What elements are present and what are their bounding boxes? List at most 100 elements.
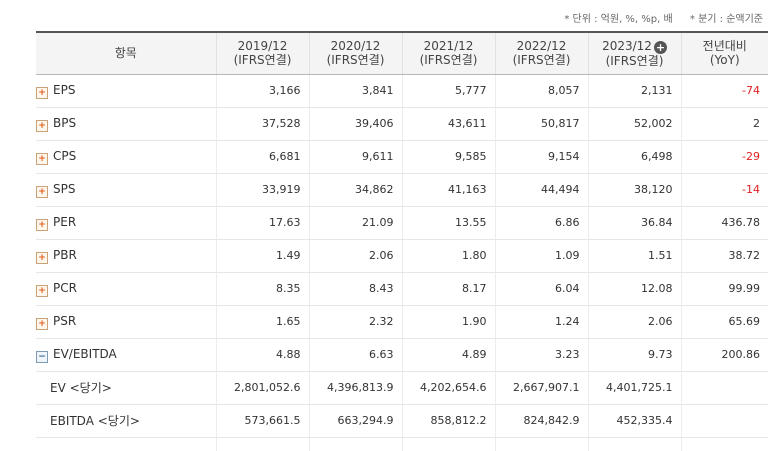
row-label[interactable]: + PBR <box>36 239 216 273</box>
row-label-text: EBITDA <당기> <box>50 414 140 428</box>
value-cell: 17.63 <box>215 206 309 240</box>
value-cell: 6.04 <box>494 272 588 306</box>
table-row: + PCR 8.35 8.43 8.17 6.04 12.08 99.99 <box>36 272 768 306</box>
row-label-text: PCR <box>53 280 77 295</box>
header-year-2022: 2022/12 (IFRS연결) <box>494 31 588 75</box>
value-cell: 21.09 <box>308 206 402 240</box>
row-label[interactable]: + PCR <box>36 272 216 306</box>
yoy-cell: -29 <box>680 140 768 174</box>
value-cell: 9.73 <box>587 338 681 372</box>
expand-icon[interactable]: + <box>36 119 48 132</box>
header-year-2023: 2023/12 + (IFRS연결) <box>587 31 681 75</box>
yoy-cell: 65.69 <box>680 305 768 339</box>
yoy-cell <box>680 404 768 438</box>
yoy-cell: 38.72 <box>680 239 768 273</box>
value-cell: 37,528 <box>215 107 309 141</box>
value-cell: 9,611 <box>308 140 402 174</box>
table-row: + CPS 6,681 9,611 9,585 9,154 6,498 -29 <box>36 140 768 174</box>
yoy-cell: -74 <box>680 74 768 108</box>
row-label[interactable]: + EPS <box>36 74 216 108</box>
yoy-cell: -14 <box>680 173 768 207</box>
value-cell: 858,812.2 <box>401 404 495 438</box>
value-cell: 4,401,725.1 <box>587 371 681 405</box>
header-year-2019: 2019/12 (IFRS연결) <box>215 31 309 75</box>
header-yoy: 전년대비 (YoY) <box>680 31 768 75</box>
expand-icon[interactable]: + <box>36 317 48 330</box>
row-label[interactable]: − EV/EBITDA <box>36 338 216 372</box>
empty-cell <box>587 437 681 451</box>
collapse-icon[interactable]: − <box>36 350 48 363</box>
value-cell: 1.80 <box>401 239 495 273</box>
empty-cell <box>308 437 402 451</box>
value-cell: 41,163 <box>401 173 495 207</box>
value-cell: 36.84 <box>587 206 681 240</box>
unit-note: * 단위 : 억원, %, %p, 배 * 분기 : 순액기준 <box>550 10 763 25</box>
table-row: + PER 17.63 21.09 13.55 6.86 36.84 436.78 <box>36 206 768 240</box>
header-year-2020: 2020/12 (IFRS연결) <box>308 31 402 75</box>
value-cell: 8.17 <box>401 272 495 306</box>
empty-cell <box>494 437 588 451</box>
value-cell: 1.51 <box>587 239 681 273</box>
value-cell: 4,396,813.9 <box>308 371 402 405</box>
yoy-cell: 99.99 <box>680 272 768 306</box>
table-header-row: 항목 2019/12 (IFRS연결) 2020/12 (IFRS연결) 202… <box>36 31 768 75</box>
value-cell: 663,294.9 <box>308 404 402 438</box>
value-cell: 50,817 <box>494 107 588 141</box>
financial-ratio-table: 항목 2019/12 (IFRS연결) 2020/12 (IFRS연결) 202… <box>36 31 768 451</box>
value-cell: 8.35 <box>215 272 309 306</box>
value-cell: 43,611 <box>401 107 495 141</box>
value-cell: 2.32 <box>308 305 402 339</box>
row-label[interactable]: + CPS <box>36 140 216 174</box>
row-label: EV <당기> <box>36 371 216 405</box>
value-cell: 1.49 <box>215 239 309 273</box>
row-label-text: EV <당기> <box>50 381 112 395</box>
row-label: EBITDA <당기> <box>36 404 216 438</box>
value-cell: 3,166 <box>215 74 309 108</box>
value-cell: 4,202,654.6 <box>401 371 495 405</box>
yoy-cell: 436.78 <box>680 206 768 240</box>
value-cell: 34,862 <box>308 173 402 207</box>
yoy-cell: 2 <box>680 107 768 141</box>
row-label[interactable]: + SPS <box>36 173 216 207</box>
value-cell: 12.08 <box>587 272 681 306</box>
row-label[interactable]: + PSR <box>36 305 216 339</box>
value-cell: 39,406 <box>308 107 402 141</box>
value-cell: 1.90 <box>401 305 495 339</box>
table-row: + PSR 1.65 2.32 1.90 1.24 2.06 65.69 <box>36 305 768 339</box>
expand-icon[interactable]: + <box>36 251 48 264</box>
value-cell: 6,681 <box>215 140 309 174</box>
yoy-cell: 200.86 <box>680 338 768 372</box>
value-cell: 573,661.5 <box>215 404 309 438</box>
value-cell: 8.43 <box>308 272 402 306</box>
value-cell: 2,801,052.6 <box>215 371 309 405</box>
table-row: EV <당기> 2,801,052.6 4,396,813.9 4,202,654.6… <box>36 371 768 405</box>
value-cell: 1.24 <box>494 305 588 339</box>
value-cell: 4.88 <box>215 338 309 372</box>
expand-icon[interactable]: + <box>36 284 48 297</box>
expand-icon[interactable]: + <box>36 218 48 231</box>
expand-icon[interactable]: + <box>36 86 48 99</box>
row-label-text: EV/EBITDA <box>53 346 117 361</box>
value-cell: 8,057 <box>494 74 588 108</box>
value-cell: 1.65 <box>215 305 309 339</box>
row-label[interactable]: + BPS <box>36 107 216 141</box>
value-cell: 9,154 <box>494 140 588 174</box>
row-label[interactable]: + PER <box>36 206 216 240</box>
row-label-text: SPS <box>53 181 76 196</box>
add-column-icon[interactable]: + <box>653 40 667 54</box>
unit-note-unit: * 단위 : 억원, %, %p, 배 <box>564 14 673 25</box>
table-row: + BPS 37,528 39,406 43,611 50,817 52,002 2 <box>36 107 768 141</box>
table-row-partial <box>36 437 768 451</box>
value-cell: 9,585 <box>401 140 495 174</box>
value-cell: 44,494 <box>494 173 588 207</box>
value-cell: 452,335.4 <box>587 404 681 438</box>
expand-icon[interactable]: + <box>36 185 48 198</box>
value-cell: 38,120 <box>587 173 681 207</box>
expand-icon[interactable]: + <box>36 152 48 165</box>
value-cell: 6.86 <box>494 206 588 240</box>
table-row: EBITDA <당기> 573,661.5 663,294.9 858,812.2 82… <box>36 404 768 438</box>
yoy-cell <box>680 371 768 405</box>
value-cell: 824,842.9 <box>494 404 588 438</box>
value-cell: 2.06 <box>587 305 681 339</box>
value-cell: 2,667,907.1 <box>494 371 588 405</box>
